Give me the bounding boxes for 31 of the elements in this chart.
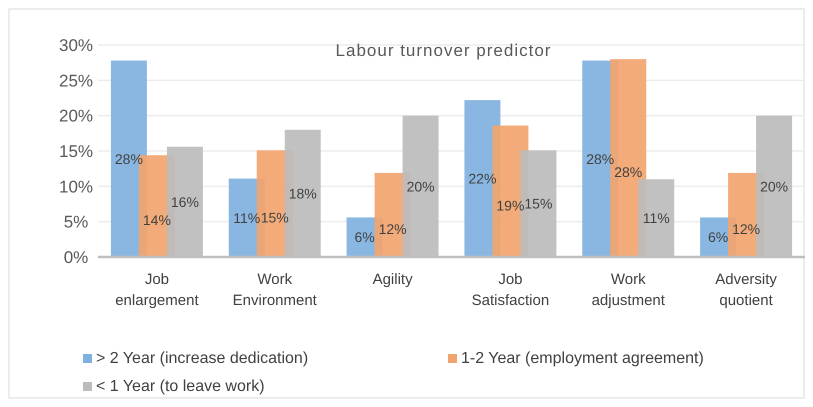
data-label: 11% (642, 210, 670, 226)
y-tick-label: 25% (58, 71, 94, 90)
data-label: 12% (378, 220, 407, 237)
y-tick-label: 15% (58, 142, 94, 161)
x-tick-label: Work Environment (232, 271, 318, 309)
data-label: 15% (524, 196, 552, 212)
data-label: 20% (406, 178, 435, 194)
chart-title: Labour turnover predictor (336, 41, 552, 60)
x-tick-label: Adversity quotient (715, 271, 778, 309)
data-label: 14% (142, 212, 171, 228)
data-label: 19% (496, 197, 524, 214)
legend-label: < 1 Year (to leave work) (96, 378, 265, 395)
data-label: 28% (614, 164, 642, 180)
y-tick-label: 5% (64, 212, 88, 232)
data-label: 6% (354, 229, 375, 246)
data-label: 18% (288, 185, 317, 202)
legend-label: > 2 Year (increase dedication) (96, 350, 308, 367)
data-label: 20% (760, 178, 788, 194)
x-tick-label: Work adjustment (592, 271, 666, 309)
y-tick-label: 30% (58, 36, 94, 55)
data-label: 15% (260, 210, 289, 226)
data-label: 12% (732, 220, 760, 237)
data-label: 6% (708, 229, 728, 246)
legend-label: 1-2 Year (employment agreement) (461, 350, 704, 367)
x-tick-label: Job enlargement (115, 271, 200, 309)
x-tick-label: Agility (372, 271, 414, 288)
x-tick-label: Job Satisfaction (472, 271, 550, 309)
data-label: 16% (170, 194, 199, 210)
y-tick-label: 20% (58, 106, 94, 126)
y-tick-label: 0% (64, 248, 88, 267)
y-tick-label: 10% (58, 177, 94, 196)
